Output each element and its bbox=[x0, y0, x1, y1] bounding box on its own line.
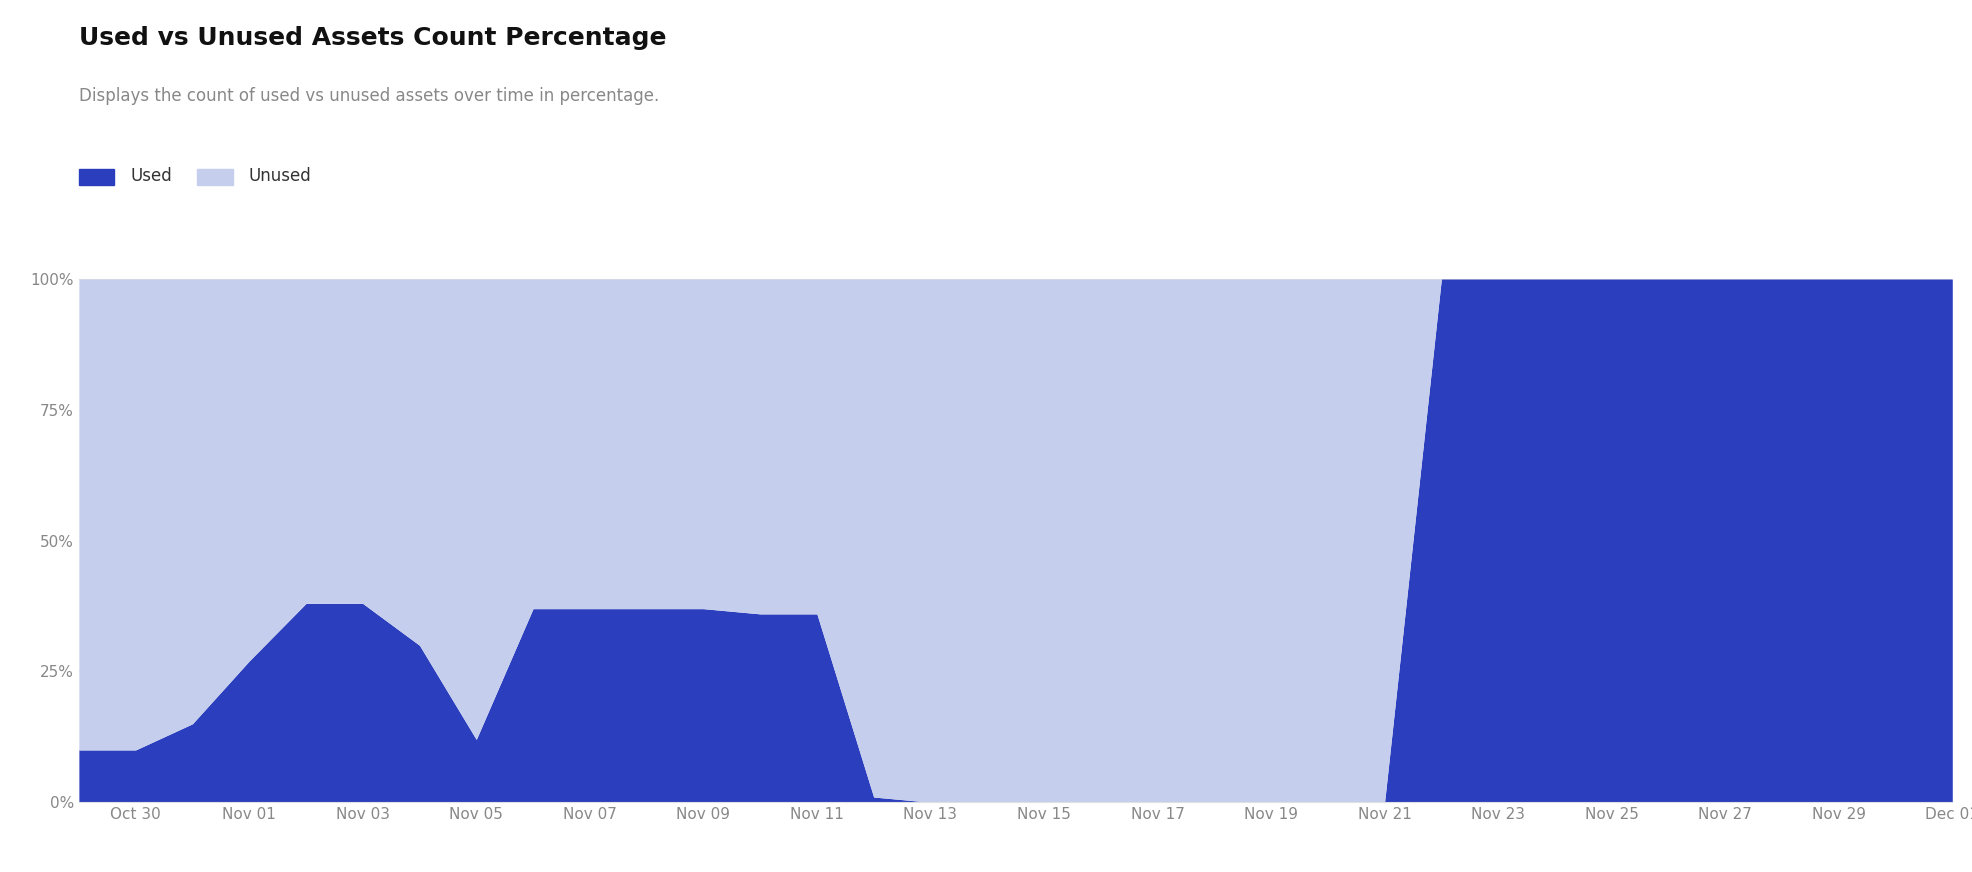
Text: Used vs Unused Assets Count Percentage: Used vs Unused Assets Count Percentage bbox=[79, 26, 667, 51]
Text: Unused: Unused bbox=[248, 167, 312, 185]
Text: Used: Used bbox=[130, 167, 172, 185]
Text: Displays the count of used vs unused assets over time in percentage.: Displays the count of used vs unused ass… bbox=[79, 87, 659, 106]
